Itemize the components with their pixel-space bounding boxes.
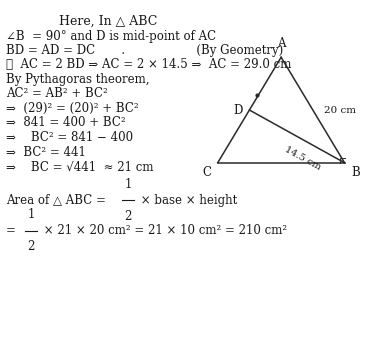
Text: ∠B  = 90° and D is mid-point of AC: ∠B = 90° and D is mid-point of AC [6, 30, 216, 43]
Text: × base × height: × base × height [137, 194, 237, 207]
Text: 1: 1 [27, 208, 35, 221]
Text: 14.5 cm: 14.5 cm [283, 145, 322, 172]
Text: Here, In △ ABC: Here, In △ ABC [59, 15, 158, 28]
Text: × 21 × 20 cm² = 21 × 10 cm² = 210 cm²: × 21 × 20 cm² = 21 × 10 cm² = 210 cm² [40, 224, 287, 237]
Text: 20 cm: 20 cm [324, 106, 356, 115]
Text: Area of △ ABC =: Area of △ ABC = [6, 194, 110, 207]
Text: 1: 1 [124, 178, 131, 191]
Text: ⇒    BC = √441  ≈ 21 cm: ⇒ BC = √441 ≈ 21 cm [6, 161, 154, 173]
Text: C: C [202, 166, 211, 179]
Text: 2: 2 [124, 210, 131, 223]
Text: 2: 2 [27, 240, 35, 253]
Text: B: B [351, 166, 360, 179]
Text: AC² = AB² + BC²: AC² = AB² + BC² [6, 87, 108, 100]
Text: ⇒    BC² = 841 − 400: ⇒ BC² = 841 − 400 [6, 131, 134, 144]
Text: D: D [234, 103, 243, 117]
Text: ∴  AC = 2 BD ⇒ AC = 2 × 14.5 ⇒  AC = 29.0 cm: ∴ AC = 2 BD ⇒ AC = 2 × 14.5 ⇒ AC = 29.0 … [6, 58, 292, 71]
Text: BD = AD = DC       .                   (By Geometry): BD = AD = DC . (By Geometry) [6, 44, 284, 57]
Text: ⇒  841 = 400 + BC²: ⇒ 841 = 400 + BC² [6, 117, 126, 129]
Text: A: A [277, 37, 285, 50]
Text: By Pythagoras theorem,: By Pythagoras theorem, [6, 73, 150, 85]
Text: ⇒  (29)² = (20)² + BC²: ⇒ (29)² = (20)² + BC² [6, 102, 139, 115]
Text: ⇒  BC² = 441: ⇒ BC² = 441 [6, 146, 86, 159]
Text: =: = [6, 224, 20, 237]
